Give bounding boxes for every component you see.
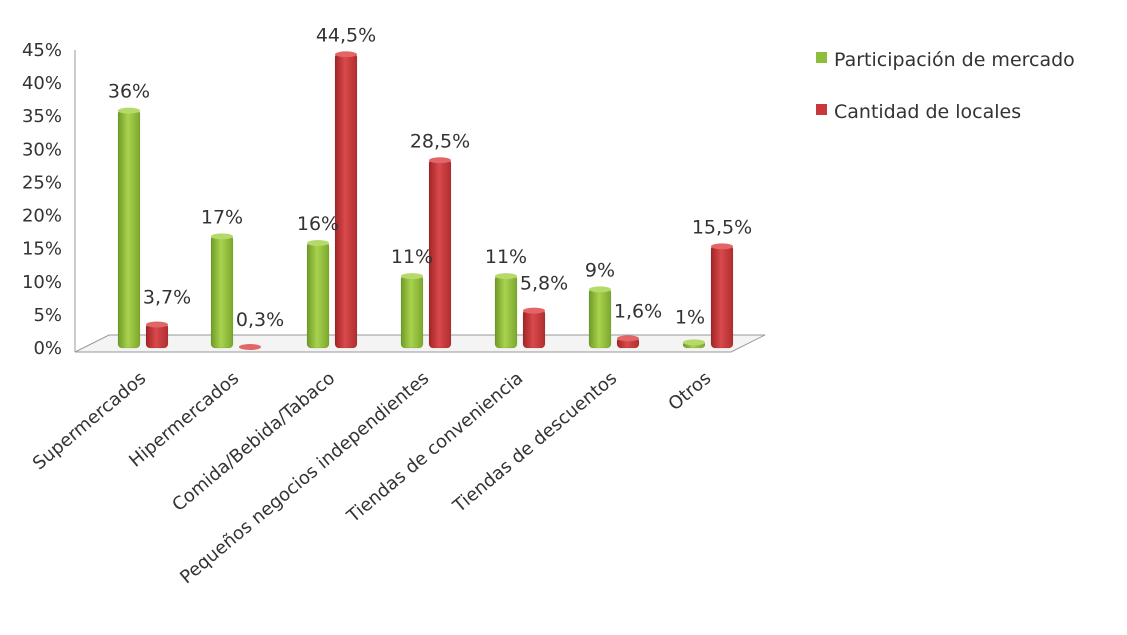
data-label-cantidad: 3,7% [143,286,191,308]
bar-top-participacion [589,286,611,293]
bar-participacion [210,235,234,349]
bar-top-participacion [495,273,517,280]
bar-top-cantidad [335,51,357,58]
data-label-participacion: 11% [391,246,433,268]
bar-participacion [117,109,141,349]
bar-top-cantidad [239,344,261,351]
bar-top-cantidad [617,335,639,342]
bar-participacion [306,241,330,349]
bar-cantidad [522,309,546,349]
bar-cantidad [710,245,734,349]
legend: Participación de mercado Cantidad de loc… [816,49,1075,123]
y-tick-label: 25% [22,172,62,193]
legend-swatch-participacion [816,52,827,63]
bar-participacion [400,274,424,349]
y-tick-label: 30% [22,139,62,160]
category-labels-group: SupermercadosHipermercadosComida/Bebida/… [29,368,715,588]
y-tick-label: 5% [33,305,62,326]
y-tick-label: 10% [22,272,62,293]
data-label-participacion: 16% [297,213,339,235]
bar-top-participacion [307,240,329,247]
data-label-cantidad: 0,3% [236,309,284,331]
data-label-cantidad: 5,8% [520,273,568,295]
legend-label-cantidad: Cantidad de locales [834,101,1021,123]
category-label: Otros [664,368,715,415]
data-label-cantidad: 15,5% [692,216,752,238]
bar-top-participacion [118,107,140,114]
y-axis-ticks: 0% 5% 10% 15% 20% 25% 30% 35% 40% 45% [22,40,62,359]
bar-top-participacion [211,233,233,240]
bar-top-cantidad [711,243,733,250]
data-label-participacion: 17% [201,206,243,228]
legend-swatch-cantidad [816,104,827,115]
data-label-participacion: 11% [485,246,527,268]
data-labels-group: 36% 3,7% 17% 0,3% 16% 44,5% 11% 28,5% 11% 5,8% 9% 1… [108,24,752,331]
bar-top-cantidad [146,321,168,328]
y-tick-label: 45% [22,40,62,61]
bar-top-participacion [401,273,423,280]
data-label-participacion: 9% [585,259,615,281]
category-label: Comida/Bebida/Tabaco [168,368,339,516]
bar-top-cantidad [429,157,451,164]
data-label-participacion: 1% [675,306,705,328]
bar-participacion [588,288,612,349]
bar-top-participacion [683,339,705,346]
bars-group [117,51,734,351]
data-label-participacion: 36% [108,81,150,103]
y-tick-label: 0% [33,338,62,359]
bar-participacion [494,274,518,349]
legend-label-participacion: Participación de mercado [834,49,1075,71]
bar-top-cantidad [523,307,545,314]
data-label-cantidad: 1,6% [614,300,662,322]
y-tick-label: 20% [22,206,62,227]
category-label: Tiendas de descuentos [449,368,622,518]
data-label-cantidad: 44,5% [316,24,376,46]
y-tick-label: 15% [22,239,62,260]
y-tick-label: 35% [22,106,62,127]
y-tick-label: 40% [22,73,62,94]
data-label-cantidad: 28,5% [410,130,470,152]
bar-cantidad [334,53,358,349]
category-label: Tiendas de conveniencia [342,368,527,528]
